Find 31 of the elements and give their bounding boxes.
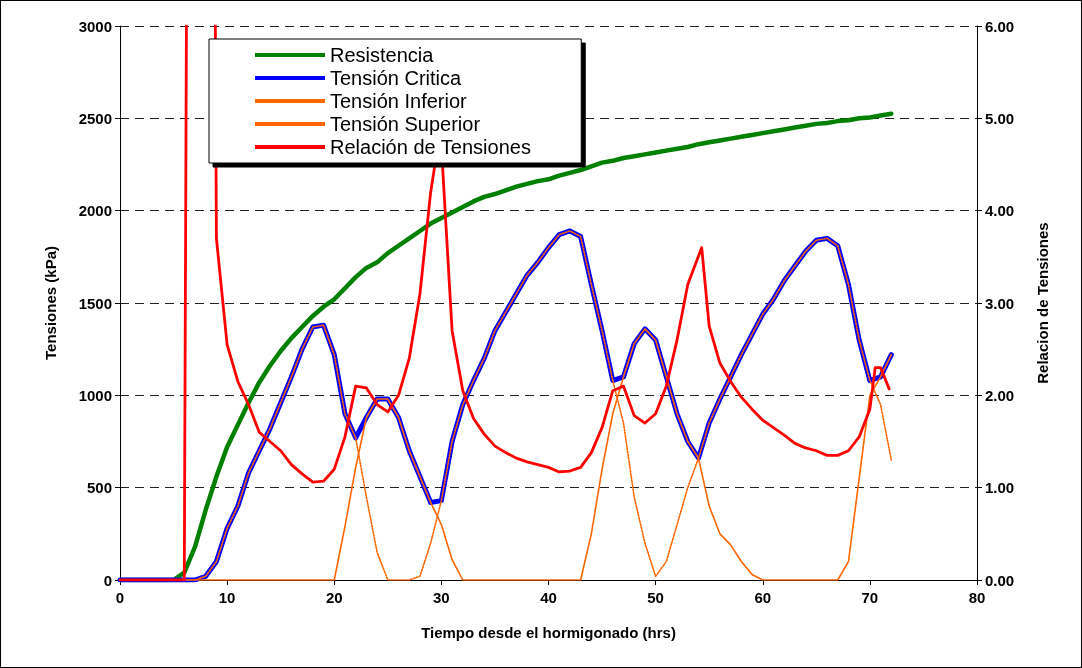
x-tick-label: 40: [540, 589, 557, 606]
y2-tick-label: 2.00: [985, 386, 1015, 404]
y-tick-label: 0: [103, 571, 112, 589]
legend-label: Relación de Tensiones: [330, 136, 531, 158]
y-tick-label: 1500: [78, 294, 112, 312]
x-tick-label: 50: [647, 589, 664, 606]
y2-tick-label: 1.00: [985, 479, 1015, 497]
x-tick-label: 20: [325, 589, 343, 606]
legend-label: Tensión Inferior: [330, 90, 468, 112]
y2-tick-label: 0.00: [985, 571, 1015, 589]
x-tick-label: 30: [433, 589, 450, 606]
legend-label: Resistencia: [330, 44, 435, 66]
x-tick-label: 10: [218, 589, 236, 606]
y2-tick-label: 5.00: [985, 109, 1015, 127]
x-axis-title: Tiempo desde el hormigonado (hrs): [421, 624, 676, 641]
y-tick-label: 500: [86, 479, 112, 497]
y-tick-label: 1000: [78, 386, 112, 404]
x-tick-label: 0: [115, 589, 125, 606]
x-tick-label: 70: [861, 589, 879, 606]
y2-tick-label: 6.00: [985, 17, 1015, 35]
y2-tick-label: 4.00: [985, 202, 1015, 220]
y-tick-label: 2000: [78, 202, 112, 220]
x-tick-label: 80: [968, 589, 986, 606]
y-tick-label: 2500: [78, 109, 112, 127]
y-tick-label: 3000: [78, 17, 112, 35]
y-axis-title: Tensiones (kPa): [42, 246, 59, 360]
y2-axis-title: Relacion de Tensiones: [1034, 222, 1051, 384]
legend-label: Tensión Superior: [330, 113, 481, 135]
x-tick-label: 60: [754, 589, 772, 606]
y2-tick-label: 3.00: [985, 294, 1015, 312]
legend-label: Tensión Critica: [330, 67, 463, 89]
